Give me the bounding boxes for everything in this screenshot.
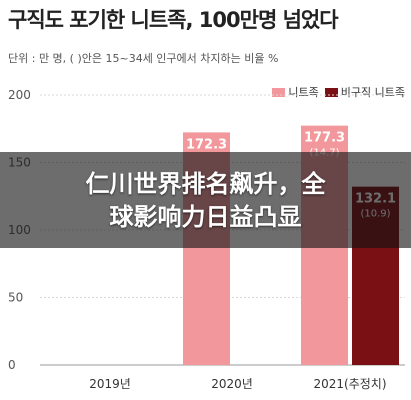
y-tick-label-50: 50 bbox=[8, 291, 23, 305]
legend-label-nonseeker: 비구직 니트족 bbox=[340, 86, 405, 99]
x-tick-label-1: 2020년 bbox=[211, 377, 253, 391]
data-label-neet-1: 172.3 bbox=[186, 137, 227, 152]
legend-item-nonseeker: 비구직 니트족 bbox=[324, 84, 405, 100]
legend-swatch-neet bbox=[272, 87, 286, 97]
banner-caption-line-2: 球影响力日益凸显 bbox=[109, 203, 302, 231]
legend-swatch-nonseeker bbox=[324, 87, 338, 97]
banner-caption-line-1: 仁川世界排名飙升，全 bbox=[85, 170, 326, 198]
y-tick-label-0: 0 bbox=[8, 358, 16, 372]
unit-note: 단위 : 만 명, ( )안은 15~34세 인구에서 차지하는 비율 % bbox=[8, 52, 279, 65]
legend: 니트족 비구직 니트족 bbox=[272, 84, 405, 100]
banner-caption: 仁川世界排名飙升，全 球影响力日益凸显 bbox=[0, 168, 411, 234]
y-tick-label-200: 200 bbox=[8, 88, 31, 102]
chart-title: 구직도 포기한 니트족, 100만명 넘었다 bbox=[8, 8, 339, 32]
x-tick-label-0: 2019년 bbox=[89, 377, 131, 391]
x-tick-label-2: 2021(추정치) bbox=[313, 377, 386, 391]
legend-item-neet: 니트족 bbox=[272, 84, 319, 100]
banner-overlay bbox=[0, 152, 411, 248]
legend-label-neet: 니트족 bbox=[288, 86, 319, 99]
data-label-neet-2: 177.3 bbox=[304, 131, 345, 146]
